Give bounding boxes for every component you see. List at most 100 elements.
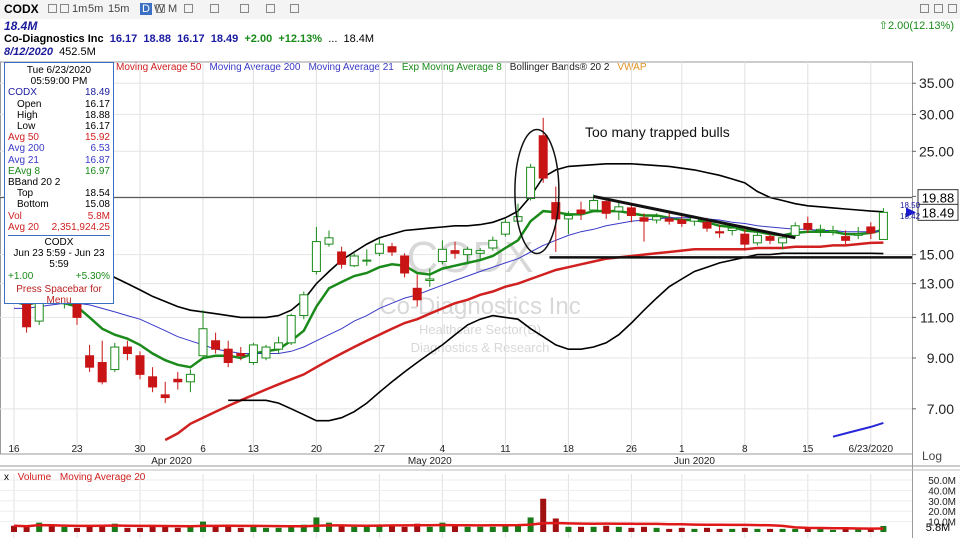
candle-body [362, 259, 372, 262]
volume-bar [300, 524, 307, 532]
minimize-icon[interactable] [920, 4, 929, 13]
volume-bar [137, 527, 143, 532]
log-label: Log [922, 449, 942, 463]
candle-body [425, 278, 435, 282]
info-row-value: 18.88 [84, 109, 110, 121]
x-tick-label: 18 [563, 444, 575, 455]
volume-bar [842, 528, 849, 532]
info-row: Open 16.17 [8, 99, 110, 110]
price-marker [906, 207, 916, 218]
layout-icon[interactable] [156, 4, 165, 13]
volume-bar [590, 526, 597, 532]
info-row: Vol 5.8M [8, 211, 110, 222]
header-date: 8/12/2020 [4, 46, 53, 58]
header-quote: Co-Diagnostics Inc 16.17 18.88 16.17 18.… [4, 33, 374, 45]
volume-bar [477, 526, 484, 532]
candle-body [500, 221, 510, 235]
volume-bar [830, 529, 836, 532]
legend-item[interactable]: VWAP [617, 62, 647, 73]
drawing-icon[interactable] [240, 4, 249, 13]
settings-icon[interactable] [290, 4, 299, 13]
candle-body [97, 362, 107, 383]
candle-body [198, 328, 208, 357]
chart-type-icon[interactable] [184, 4, 193, 13]
candle-body [173, 378, 183, 383]
legend-item[interactable]: Bollinger Bands® 20 2 [509, 62, 610, 73]
candle-body [299, 294, 309, 317]
candle-body [185, 373, 195, 383]
timeframe-15m[interactable]: 15m [108, 3, 130, 15]
volume-bar [565, 526, 572, 532]
x-tick-label: 1 [679, 444, 685, 455]
candle-body [400, 255, 410, 274]
info-row-label: Top [17, 188, 34, 200]
indicators-icon[interactable] [210, 4, 219, 13]
timeframe-M[interactable]: M [168, 3, 178, 15]
volume-ma-line [13, 521, 884, 530]
volume-bar [74, 527, 80, 532]
volume-bar [540, 498, 547, 532]
volume-bar [439, 522, 446, 532]
legend-item[interactable]: Moving Average 50 [116, 62, 202, 73]
y-tick-label: 30.00 [919, 106, 954, 122]
maximize-icon[interactable] [934, 4, 943, 13]
watermark-industry: Diagnostics & Research [411, 340, 550, 355]
volume-bar [326, 522, 332, 532]
candle-body [803, 222, 813, 230]
y-tick-label: 15.00 [919, 247, 954, 263]
legend-item[interactable]: Moving Average 21 [308, 62, 394, 73]
info-row-label: Avg 50 [8, 132, 39, 144]
volume-bar [401, 526, 408, 532]
right-change-value: 2.00(12.13%) [887, 20, 954, 32]
timeframe-D[interactable]: D [140, 3, 152, 15]
candle-body [727, 227, 737, 232]
close-icon[interactable] [948, 4, 957, 13]
header-volume: 18.4M [4, 19, 38, 33]
info-row: BBand 20 2 [8, 177, 110, 188]
x-tick-label: 4 [440, 444, 446, 455]
info-row-label: Open [17, 98, 42, 110]
volume-close-icon[interactable]: x [4, 472, 9, 483]
series-line [13, 163, 884, 319]
header-volume-value: 18.4M [343, 33, 375, 45]
high-value: 18.88 [143, 33, 171, 45]
timeframe-5m[interactable]: 5m [88, 3, 104, 15]
volume-bar [250, 525, 257, 532]
candle-body [85, 355, 95, 368]
candle-body [538, 135, 548, 179]
volume-bar [653, 527, 660, 532]
candle-body [778, 237, 788, 244]
month-label: Apr 2020 [151, 456, 192, 467]
legend-item[interactable]: Moving Average 200 [209, 62, 301, 73]
volume-bar [615, 526, 622, 532]
volume-bar [23, 526, 30, 532]
candle-body [790, 225, 800, 236]
info-row-label: Avg 21 [8, 154, 39, 166]
info-sub-change: +1.00 [8, 270, 34, 282]
symbol-dropdown-icon[interactable] [48, 4, 57, 13]
indicator-legend: Moving Average 50 Moving Average 200 Movin… [116, 62, 655, 73]
candle-body [311, 241, 321, 273]
info-sub-symbol: CODX [8, 235, 110, 248]
info-row-label: BBand 20 2 [8, 177, 61, 189]
timeframe-W[interactable]: W [154, 3, 165, 15]
volume-bar [552, 518, 559, 532]
candle-body [664, 218, 674, 222]
info-row-value: 18.49 [84, 87, 110, 99]
timeframe-1m[interactable]: 1m [72, 3, 88, 15]
volume-bar [363, 525, 370, 532]
legend-item[interactable]: Exp Moving Average 8 [401, 62, 502, 73]
candle-body [148, 376, 158, 388]
open-value: 16.17 [109, 33, 138, 45]
candle-body [387, 246, 397, 253]
symbol-label[interactable]: CODX [4, 2, 39, 16]
candle-body [563, 215, 573, 220]
compare-icon[interactable] [60, 4, 69, 13]
x-tick-label: 15 [802, 444, 814, 455]
candle-body [110, 346, 120, 371]
candle-body [135, 355, 145, 375]
x-tick-label: 6/23/2020 [849, 444, 894, 455]
x-tick-label: 8 [742, 444, 748, 455]
text-tool-icon[interactable] [266, 4, 275, 13]
